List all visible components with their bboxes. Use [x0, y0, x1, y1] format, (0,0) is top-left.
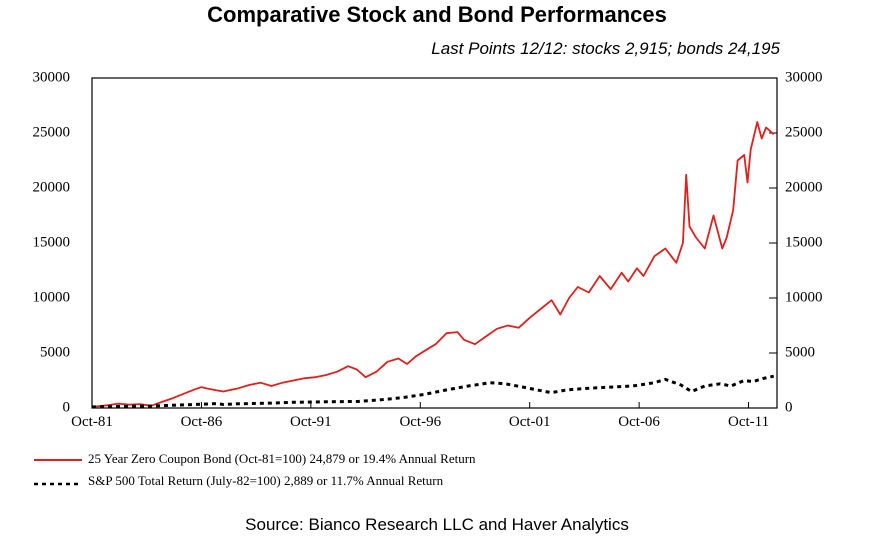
y-tick-label-left: 20000 [33, 179, 71, 195]
x-tick-label: Oct-81 [71, 414, 113, 430]
y-tick-label-right: 0 [785, 399, 793, 415]
y-tick-label-left: 0 [63, 399, 71, 415]
y-tick-label-left: 15000 [33, 234, 71, 250]
y-tick-label-right: 25000 [785, 124, 823, 140]
y-tick-label-right: 15000 [785, 234, 823, 250]
series-line-stocks [91, 374, 775, 409]
legend: 25 Year Zero Coupon Bond (Oct-81=100) 24… [34, 451, 476, 488]
x-tick-label: Oct-86 [181, 414, 223, 430]
y-tick-label-right: 10000 [785, 289, 823, 305]
chart-source: Source: Bianco Research LLC and Haver An… [245, 515, 629, 534]
series-layer [91, 121, 775, 409]
legend-label-bond: 25 Year Zero Coupon Bond (Oct-81=100) 24… [88, 451, 476, 466]
x-tick-label: Oct-06 [618, 414, 660, 430]
chart-title: Comparative Stock and Bond Performances [207, 2, 667, 27]
chart-subtitle: Last Points 12/12: stocks 2,915; bonds 2… [431, 39, 780, 58]
x-tick-label: Oct-01 [509, 414, 551, 430]
y-tick-label-right: 30000 [785, 69, 823, 85]
series-line-bond [91, 121, 775, 408]
y-tick-label-left: 10000 [33, 289, 71, 305]
y-tick-label-right: 5000 [785, 344, 815, 360]
x-tick-label: Oct-91 [290, 414, 332, 430]
y-tick-label-left: 25000 [33, 124, 71, 140]
plot-area [91, 77, 778, 409]
x-tick-label: Oct-96 [399, 414, 441, 430]
x-tick-label: Oct-11 [728, 414, 769, 430]
y-tick-label-left: 5000 [40, 344, 70, 360]
y-tick-label-right: 20000 [785, 179, 823, 195]
y-tick-label-left: 30000 [33, 69, 71, 85]
legend-label-stocks: S&P 500 Total Return (July-82=100) 2,889… [88, 473, 444, 488]
tick-layer: 30000 30000 25000 25000 20000 20000 15000 15000… [33, 69, 823, 430]
